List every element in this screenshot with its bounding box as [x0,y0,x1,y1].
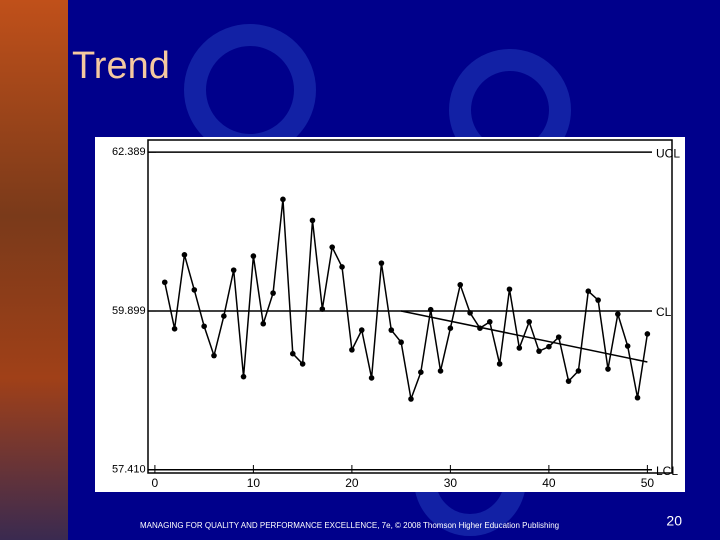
data-point [230,267,237,273]
x-tick-label: 0 [152,476,159,490]
data-point [624,343,631,349]
data-point [191,287,198,293]
data-point [270,290,276,296]
plot: 57.410 59.899 62.389 0 10 20 30 40 50 UCL CL LCL [112,146,680,490]
data-point [181,252,188,258]
page-number: 20 [666,513,682,529]
data-point [506,286,513,293]
data-point [221,313,227,319]
x-tick-label: 40 [542,476,556,490]
data-point [555,334,562,340]
data-point [250,253,257,259]
data-point [388,327,395,333]
data-point [437,368,444,374]
data-point [634,394,641,401]
y-tick-label: 57.410 [112,464,146,476]
data-point [408,396,414,402]
data-point [427,306,434,313]
data-point [447,325,454,331]
x-tick-label: 20 [345,476,359,490]
data-point [565,378,572,384]
data-point [171,326,178,332]
data-point [161,279,168,286]
data-point [289,350,296,357]
y-tick-label: 59.899 [112,305,146,317]
data-point [368,375,375,381]
data-point [349,347,355,353]
data-point [605,366,611,372]
data-point [280,196,286,203]
data-point [358,327,365,333]
data-point [496,361,503,367]
x-tick-label: 50 [641,476,655,490]
data-point [467,310,473,316]
data-point [260,320,267,327]
limit-label: LCL [656,464,678,478]
data-point [299,361,306,367]
data-point [546,343,552,350]
trend-line [400,310,648,363]
data-point [398,339,404,346]
data-point [615,311,621,317]
data-point [339,264,345,270]
limit-label: CL [656,305,672,319]
data-point [486,319,493,325]
data-point [319,306,326,312]
plot-frame [147,139,673,474]
data-point [309,217,316,224]
decor-strip [0,0,68,540]
data-point [457,282,464,288]
x-tick-label: 10 [247,476,261,490]
data-point [201,323,207,330]
y-tick-label: 62.389 [112,146,146,158]
data-point [378,260,385,266]
data-point [418,369,424,376]
data-point [585,288,592,294]
data-point [240,373,247,380]
x-tick-label: 30 [444,476,458,490]
data-point [516,345,523,351]
footer: MANAGING FOR QUALITY AND PERFORMANCE EXC… [140,521,559,530]
limit-label: UCL [656,146,680,160]
data-point [329,244,335,250]
data-point [526,319,532,325]
data-point [536,348,542,354]
data-point [644,331,651,337]
data-point [211,352,217,359]
data-line [164,199,649,402]
data-point [575,368,582,374]
slide-title: Trend [72,45,170,87]
data-point [595,297,601,303]
chart-panel [95,137,685,492]
